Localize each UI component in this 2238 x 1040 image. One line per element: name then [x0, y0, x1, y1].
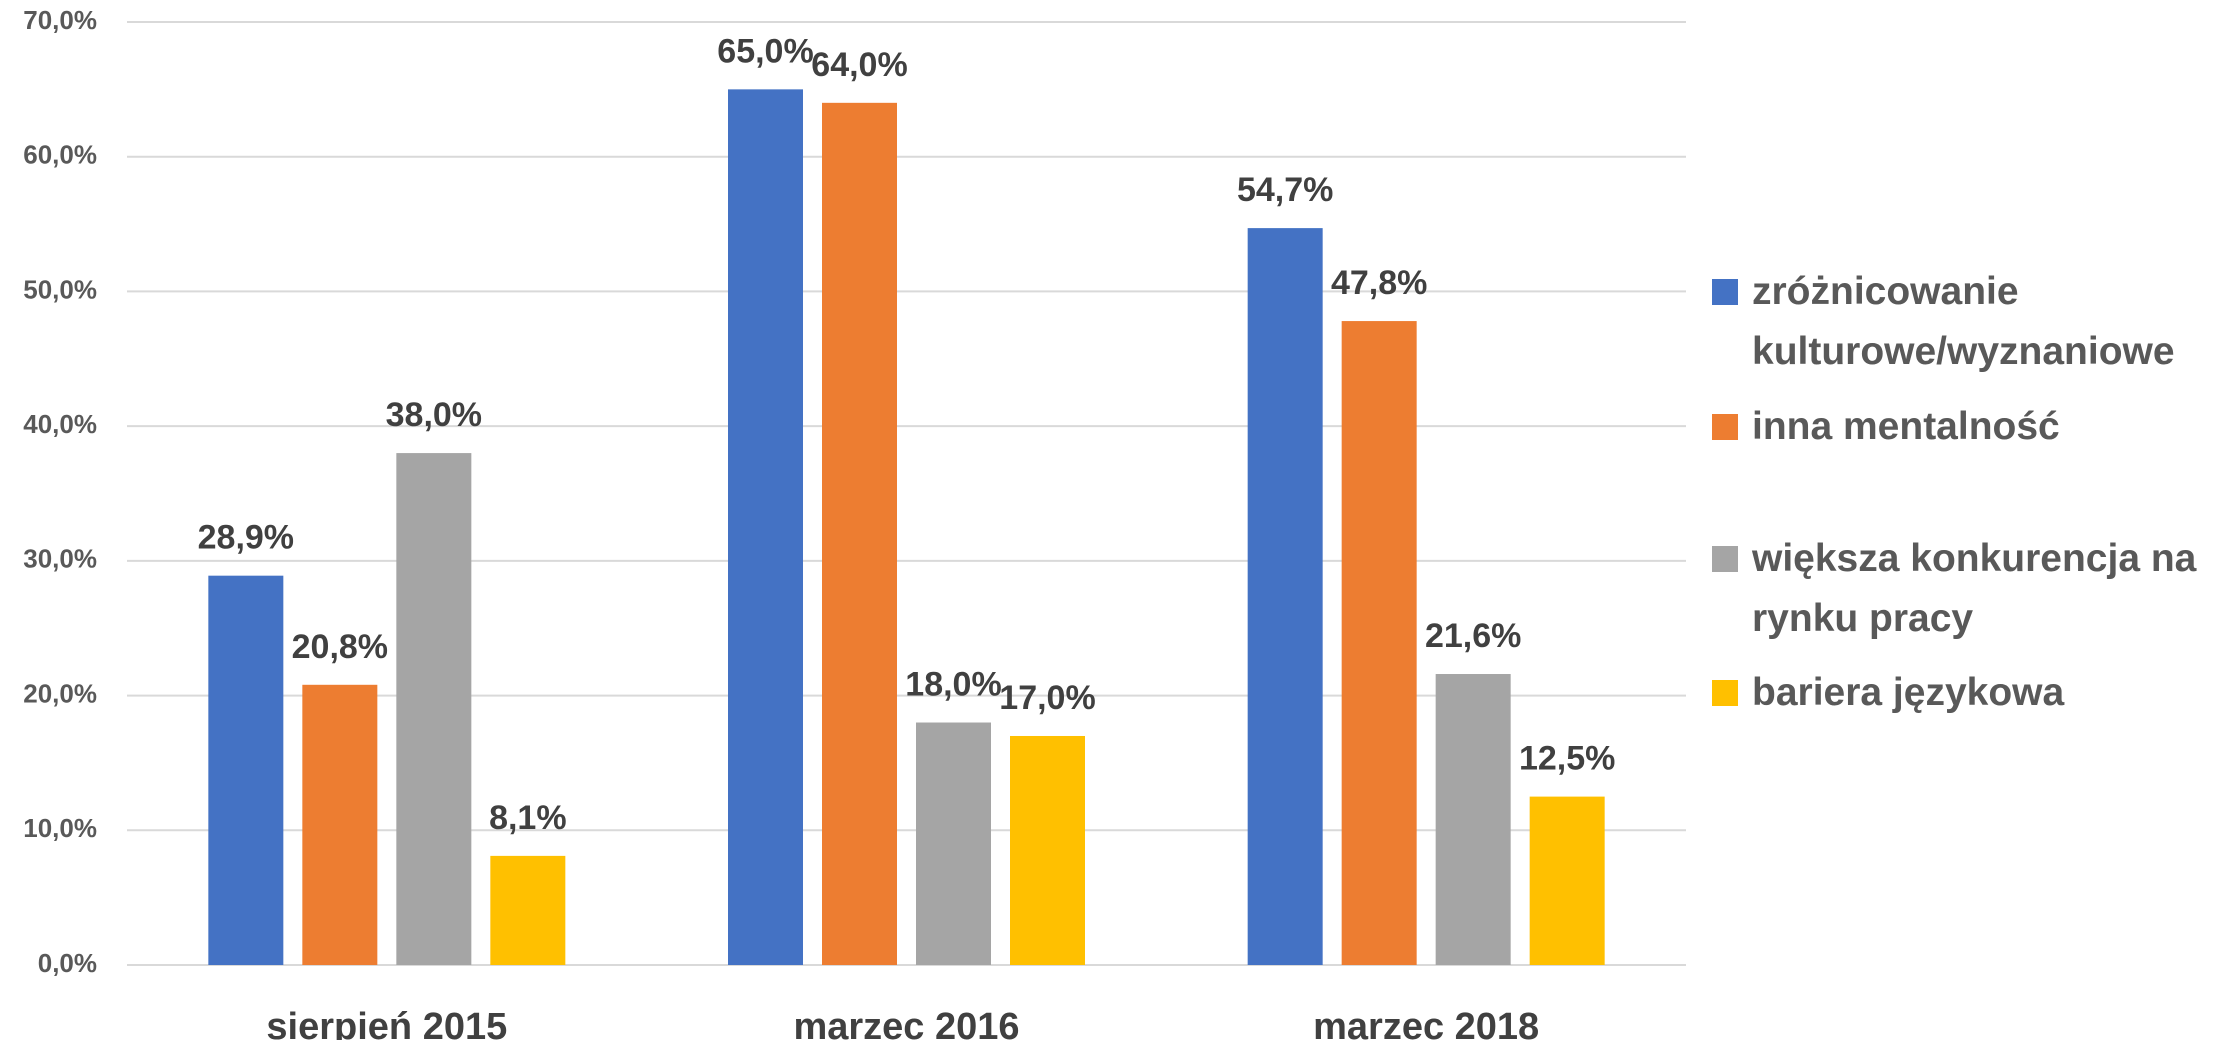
data-label: 65,0% [717, 32, 813, 70]
y-tick-label: 0,0% [38, 948, 97, 978]
data-label: 21,6% [1425, 617, 1521, 655]
legend-item: bariera językowa [1712, 663, 2232, 723]
bar [208, 575, 284, 965]
legend-label: zróżnicowanie kulturowe/wyznaniowe [1752, 270, 2175, 373]
legend-swatch [1712, 546, 1738, 572]
legend-item: zróżnicowanie kulturowe/wyznaniowe [1712, 262, 2232, 382]
data-label: 8,1% [489, 799, 567, 837]
data-label: 54,7% [1237, 171, 1333, 209]
legend-label: inna mentalność [1752, 405, 2060, 448]
y-tick-label: 70,0% [23, 5, 97, 35]
data-label: 28,9% [198, 519, 294, 557]
bar [728, 89, 803, 966]
bar [1010, 735, 1085, 965]
bar [1341, 321, 1417, 966]
legend-label: większa konkurencja na rynku pracy [1752, 537, 2197, 640]
legend-swatch [1712, 680, 1738, 706]
y-tick-label: 10,0% [23, 813, 97, 843]
bar [490, 855, 566, 965]
x-tick-label: marzec 2016 [793, 1006, 1019, 1040]
data-label: 38,0% [386, 396, 482, 434]
data-label: 64,0% [811, 46, 907, 84]
y-tick-label: 30,0% [23, 544, 97, 574]
data-label: 17,0% [999, 679, 1095, 717]
bar [1435, 674, 1511, 965]
data-label: 18,0% [905, 665, 1001, 703]
bar [1529, 796, 1605, 965]
bar [822, 102, 897, 966]
legend-swatch [1712, 414, 1738, 440]
legend-item: większa konkurencja na rynku pracy [1712, 529, 2232, 649]
data-label: 47,8% [1331, 264, 1427, 302]
bar [396, 453, 472, 965]
y-tick-label: 20,0% [23, 678, 97, 708]
y-tick-label: 50,0% [23, 274, 97, 304]
x-tick-label: marzec 2018 [1313, 1006, 1539, 1040]
y-tick-label: 60,0% [23, 140, 97, 170]
legend-item: inna mentalność [1712, 397, 2232, 457]
data-label: 12,5% [1519, 740, 1615, 778]
bar [302, 684, 378, 965]
legend-label: bariera językowa [1752, 671, 2065, 714]
legend-swatch [1712, 279, 1738, 305]
bar [1247, 228, 1323, 965]
x-tick-label: sierpień 2015 [266, 1006, 507, 1040]
bar [916, 722, 991, 965]
y-tick-label: 40,0% [23, 409, 97, 439]
chart: 0,0% 10,0% 20,0% 30,0% 40,0% 50,0% 60,0% 70,0% s… [23, 5, 1686, 1040]
data-label: 20,8% [292, 628, 388, 666]
